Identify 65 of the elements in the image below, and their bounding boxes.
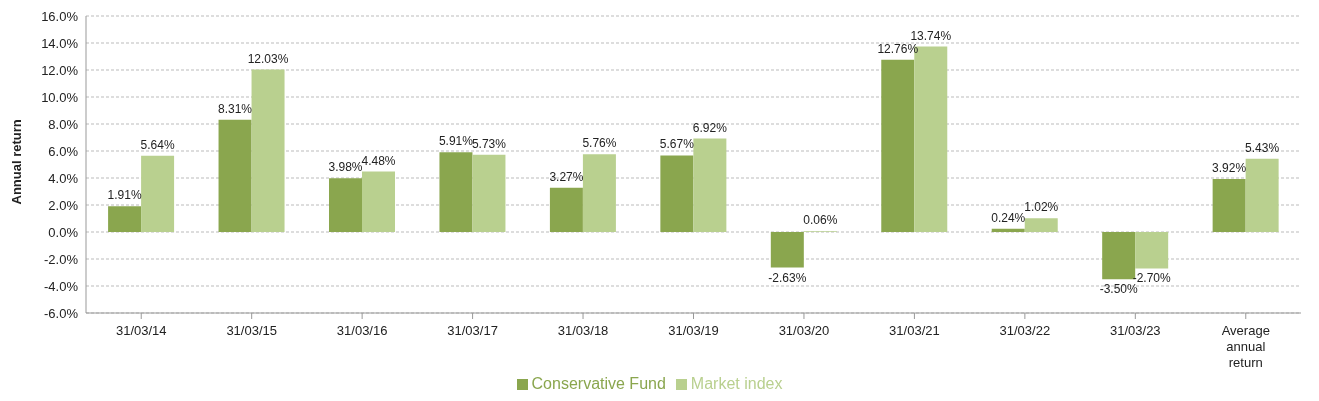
bar <box>1212 179 1246 232</box>
y-tick-label: 8.0% <box>48 116 79 132</box>
y-tick-label: 14.0% <box>41 35 79 51</box>
bar <box>329 178 362 232</box>
data-label: 13.74% <box>910 28 952 43</box>
x-tick-label: 31/03/21 <box>889 323 940 338</box>
bar <box>218 119 252 232</box>
data-label: 3.98% <box>328 160 363 175</box>
y-tick-label: 2.0% <box>48 197 79 213</box>
bar <box>439 152 473 232</box>
data-label: -2.63% <box>768 270 807 285</box>
y-tick-label: -2.0% <box>44 251 79 267</box>
data-label: 3.27% <box>549 169 584 184</box>
legend-label: Conservative Fund <box>531 375 666 392</box>
legend-label: Market index <box>690 375 783 392</box>
y-axis-title: Annual return <box>8 119 24 205</box>
x-tick-label: 31/03/20 <box>778 323 830 338</box>
x-tick-label: 31/03/15 <box>226 323 277 338</box>
bar <box>1135 232 1169 269</box>
x-tick-label: 31/03/22 <box>999 323 1051 338</box>
bar <box>549 187 583 232</box>
data-label: 0.06% <box>803 213 838 228</box>
bar <box>582 154 616 232</box>
x-tick-label: 31/03/23 <box>1110 323 1161 338</box>
data-label: 5.76% <box>582 136 617 151</box>
bar <box>362 171 395 232</box>
x-tick-label: 31/03/17 <box>447 323 498 338</box>
bar <box>660 155 694 232</box>
data-label: 5.43% <box>1245 140 1280 155</box>
y-tick-label: 4.0% <box>48 170 79 186</box>
data-label: 8.31% <box>218 101 253 116</box>
data-label: 1.02% <box>1024 200 1059 215</box>
x-tick-label: Average annual return <box>1221 323 1270 370</box>
bar <box>108 206 142 232</box>
y-tick-label: 0.0% <box>48 224 79 240</box>
bar <box>472 154 506 232</box>
data-label: 1.91% <box>107 188 142 203</box>
data-label: 5.67% <box>659 137 695 152</box>
bar <box>1245 158 1279 232</box>
y-tick-label: 6.0% <box>48 143 79 159</box>
bar <box>770 232 804 268</box>
data-label: 5.64% <box>140 137 175 152</box>
bar <box>251 69 285 232</box>
y-tick-label: -4.0% <box>44 278 79 294</box>
bar <box>693 138 727 232</box>
bar <box>141 155 175 232</box>
y-tick-label: 10.0% <box>41 89 79 105</box>
y-tick-label: 12.0% <box>41 62 79 78</box>
data-label: 5.73% <box>471 136 507 151</box>
data-label: 12.76% <box>877 41 919 56</box>
data-label: 0.24% <box>991 210 1026 225</box>
x-tick-label: 31/03/18 <box>557 323 609 338</box>
data-label: 6.92% <box>692 120 728 135</box>
y-tick-label: 16.0% <box>41 8 79 24</box>
x-tick-label: 31/03/16 <box>336 323 388 338</box>
data-label: 12.03% <box>247 51 289 66</box>
x-tick-label: 31/03/19 <box>668 323 719 338</box>
bar <box>1024 218 1058 232</box>
data-label: 3.92% <box>1212 161 1247 176</box>
data-label: 4.48% <box>361 153 396 168</box>
data-label: -3.50% <box>1099 282 1139 297</box>
bar <box>991 228 1025 232</box>
y-tick-label: -6.0% <box>44 305 79 321</box>
x-tick-label: 31/03/14 <box>115 323 167 338</box>
bar <box>881 59 915 232</box>
